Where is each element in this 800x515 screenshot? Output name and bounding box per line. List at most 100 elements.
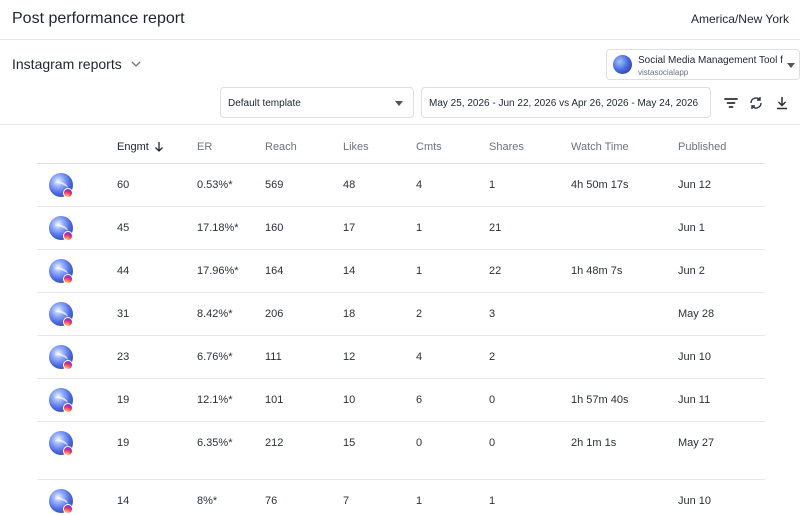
table-row[interactable]: 60 0.53%* 569 48 4 1 4h 50m 17s Jun 12 — [37, 164, 765, 207]
cell-likes: 48 — [343, 179, 356, 191]
cell-engmt: 19 — [117, 394, 130, 406]
refresh-icon[interactable] — [748, 95, 764, 111]
cell-cmts: 0 — [416, 437, 423, 449]
cell-reach: 569 — [265, 179, 284, 191]
cell-watch-time: 2h 1m 1s — [571, 437, 617, 449]
instagram-icon — [63, 504, 73, 514]
caret-down-icon — [787, 63, 795, 68]
cell-likes: 15 — [343, 437, 356, 449]
instagram-icon — [63, 231, 73, 241]
cell-reach: 111 — [265, 351, 282, 363]
cell-er: 12.1%* — [197, 394, 233, 406]
instagram-icon — [63, 274, 73, 284]
cell-cmts: 4 — [416, 351, 423, 363]
cell-cmts: 4 — [416, 179, 423, 191]
cell-engmt: 23 — [117, 351, 130, 363]
cell-shares: 1 — [489, 495, 496, 507]
date-range-value: May 25, 2026 - Jun 22, 2026 vs Apr 26, 2… — [429, 98, 699, 109]
cell-er: 6.35%* — [197, 437, 233, 449]
column-header-er[interactable]: ER — [197, 141, 213, 153]
column-header-shares[interactable]: Shares — [489, 141, 524, 153]
instagram-icon — [63, 403, 73, 413]
cell-reach: 160 — [265, 222, 284, 234]
table-header: Engmt ER Reach Likes Cmts Shares Watch T… — [37, 130, 765, 164]
cell-reach: 101 — [265, 394, 284, 406]
chevron-down-icon — [131, 61, 141, 67]
column-header-watch-time[interactable]: Watch Time — [571, 141, 629, 153]
instagram-icon — [63, 317, 73, 327]
column-header-reach[interactable]: Reach — [265, 141, 297, 153]
cell-watch-time: 1h 48m 7s — [571, 265, 623, 277]
reports-dropdown-label: Instagram reports — [12, 56, 122, 72]
cell-er: 8.42%* — [197, 308, 233, 320]
column-header-cmts[interactable]: Cmts — [416, 141, 442, 153]
cell-shares: 0 — [489, 437, 496, 449]
cell-engmt: 45 — [117, 222, 130, 234]
table-row[interactable]: 31 8.42%* 206 18 2 3 May 28 — [37, 293, 765, 336]
cell-likes: 10 — [343, 394, 356, 406]
cell-reach: 206 — [265, 308, 284, 320]
cell-shares: 0 — [489, 394, 496, 406]
cell-published: Jun 12 — [678, 179, 712, 191]
cell-engmt: 60 — [117, 179, 130, 191]
template-select[interactable]: Default template — [220, 87, 414, 118]
table-row[interactable]: 14 8%* 76 7 1 1 Jun 10 — [37, 480, 765, 515]
cell-published: May 27 — [678, 437, 715, 449]
account-name: Social Media Management Tool f — [638, 55, 783, 66]
column-header-likes[interactable]: Likes — [343, 141, 369, 153]
cell-likes: 7 — [343, 495, 350, 507]
cell-er: 17.96%* — [197, 265, 239, 277]
cell-reach: 212 — [265, 437, 284, 449]
download-icon[interactable] — [774, 95, 790, 111]
cell-cmts: 1 — [416, 222, 423, 234]
cell-shares: 2 — [489, 351, 496, 363]
table-row[interactable]: 19 12.1%* 101 10 6 0 1h 57m 40s Jun 11 — [37, 379, 765, 422]
account-handle: vistasocialapp — [638, 68, 689, 77]
arrow-down-icon — [154, 142, 163, 152]
cell-likes: 14 — [343, 265, 356, 277]
table-row[interactable]: 45 17.18%* 160 17 1 21 Jun 1 — [37, 207, 765, 250]
cell-published: Jun 2 — [678, 265, 705, 277]
cell-cmts: 2 — [416, 308, 423, 320]
instagram-icon — [63, 360, 73, 370]
table-row[interactable]: 44 17.96%* 164 14 1 22 1h 48m 7s Jun 2 — [37, 250, 765, 293]
instagram-icon — [63, 188, 73, 198]
cell-watch-time: 1h 57m 40s — [571, 394, 629, 406]
table-row[interactable]: 23 6.76%* 111 12 4 2 Jun 10 — [37, 336, 765, 379]
cell-engmt: 19 — [117, 437, 130, 449]
cell-cmts: 1 — [416, 265, 423, 277]
cell-engmt: 44 — [117, 265, 130, 277]
date-range-picker[interactable]: May 25, 2026 - Jun 22, 2026 vs Apr 26, 2… — [421, 87, 711, 118]
timezone-label[interactable]: America/New York — [690, 12, 789, 26]
cell-cmts: 6 — [416, 394, 423, 406]
cell-engmt: 31 — [117, 308, 130, 320]
toolbar-divider — [0, 124, 800, 125]
cell-likes: 18 — [343, 308, 356, 320]
cell-shares: 3 — [489, 308, 496, 320]
column-header-published[interactable]: Published — [678, 141, 727, 153]
cell-likes: 12 — [343, 351, 356, 363]
table-row[interactable]: 19 6.35%* 212 15 0 0 2h 1m 1s May 27 — [37, 422, 765, 480]
account-selector[interactable]: Social Media Management Tool f vistasoci… — [606, 49, 800, 80]
cell-engmt: 14 — [117, 495, 130, 507]
posts-table: Engmt ER Reach Likes Cmts Shares Watch T… — [37, 130, 765, 515]
cell-er: 8%* — [197, 495, 218, 507]
filter-icon[interactable] — [723, 95, 739, 111]
cell-published: Jun 1 — [678, 222, 705, 234]
template-select-value: Default template — [228, 98, 301, 109]
column-header-engmt[interactable]: Engmt — [117, 141, 164, 153]
cell-reach: 76 — [265, 495, 278, 507]
cell-shares: 22 — [489, 265, 502, 277]
reports-dropdown[interactable]: Instagram reports — [12, 56, 141, 72]
cell-published: Jun 11 — [678, 394, 711, 406]
cell-shares: 21 — [489, 222, 502, 234]
cell-likes: 17 — [343, 222, 356, 234]
cell-er: 17.18%* — [197, 222, 239, 234]
account-avatar — [613, 55, 632, 74]
cell-published: May 28 — [678, 308, 715, 320]
caret-down-icon — [395, 101, 403, 106]
cell-er: 6.76%* — [197, 351, 233, 363]
cell-er: 0.53%* — [197, 179, 233, 191]
cell-published: Jun 10 — [678, 495, 712, 507]
cell-reach: 164 — [265, 265, 284, 277]
